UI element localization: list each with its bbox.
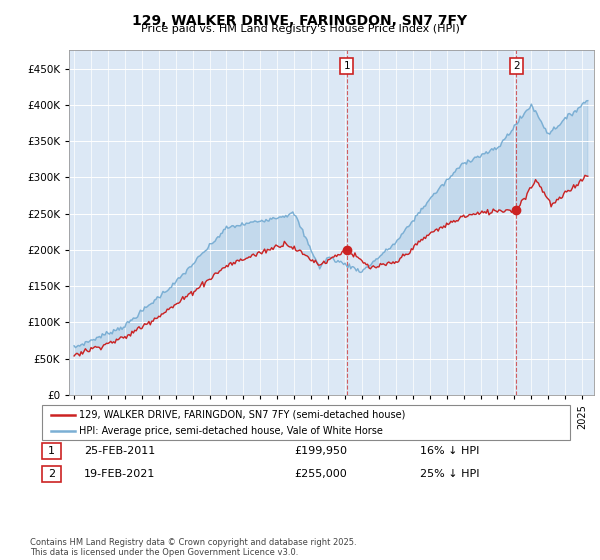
Text: HPI: Average price, semi-detached house, Vale of White Horse: HPI: Average price, semi-detached house,… bbox=[79, 426, 383, 436]
Text: 129, WALKER DRIVE, FARINGDON, SN7 7FY: 129, WALKER DRIVE, FARINGDON, SN7 7FY bbox=[133, 14, 467, 28]
Text: 129, WALKER DRIVE, FARINGDON, SN7 7FY (semi-detached house): 129, WALKER DRIVE, FARINGDON, SN7 7FY (s… bbox=[79, 409, 406, 419]
Text: £255,000: £255,000 bbox=[294, 469, 347, 479]
Text: £199,950: £199,950 bbox=[294, 446, 347, 456]
Text: 25-FEB-2011: 25-FEB-2011 bbox=[84, 446, 155, 456]
Text: 2: 2 bbox=[513, 62, 520, 71]
Text: 2: 2 bbox=[48, 469, 55, 479]
Text: 25% ↓ HPI: 25% ↓ HPI bbox=[420, 469, 479, 479]
Text: Contains HM Land Registry data © Crown copyright and database right 2025.
This d: Contains HM Land Registry data © Crown c… bbox=[30, 538, 356, 557]
Text: 19-FEB-2021: 19-FEB-2021 bbox=[84, 469, 155, 479]
Text: 1: 1 bbox=[48, 446, 55, 456]
Text: Price paid vs. HM Land Registry's House Price Index (HPI): Price paid vs. HM Land Registry's House … bbox=[140, 24, 460, 34]
Text: 1: 1 bbox=[343, 62, 350, 71]
Text: 16% ↓ HPI: 16% ↓ HPI bbox=[420, 446, 479, 456]
